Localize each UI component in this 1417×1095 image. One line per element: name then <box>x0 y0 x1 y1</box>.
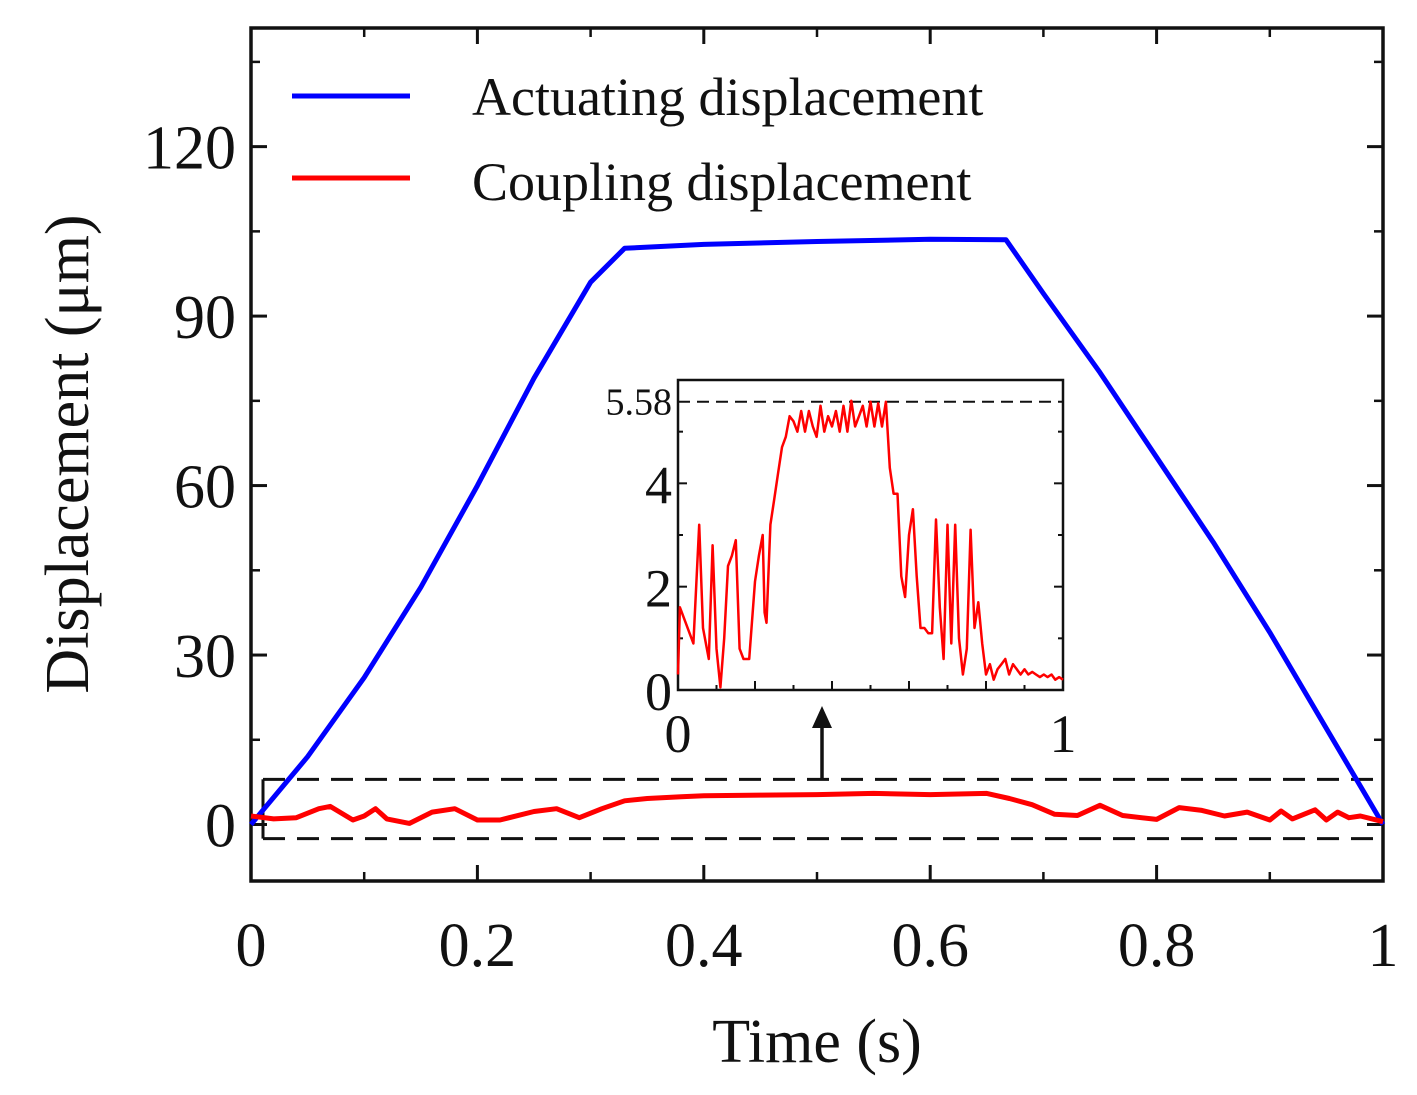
x-tick-label: 0.6 <box>891 912 969 980</box>
x-tick-label: 0.8 <box>1118 912 1196 980</box>
y-tick-label: 90 <box>174 284 236 352</box>
inset-frame <box>676 378 1065 692</box>
zoom-arrow-head <box>812 706 832 728</box>
x-tick-label: 0 <box>236 912 267 980</box>
y-axis-title: Displacement (μm) <box>34 214 102 693</box>
inset-x-tick-label: 1 <box>1050 704 1077 764</box>
series-coupling-displacement-line <box>250 790 1384 826</box>
series-actuating-displacement-line <box>249 236 1386 827</box>
y-tick-label: 0 <box>205 793 236 861</box>
x-axis-ticks: 0 0.2 0.4 0.6 0.8 1 <box>236 28 1399 980</box>
inset-y-tick-label: 4 <box>645 455 672 515</box>
inset-y-tick-label: 0 <box>645 662 672 722</box>
inset-x-tick-label: 0 <box>665 704 692 764</box>
inset-coupling-displacement-line <box>676 399 1064 689</box>
legend-label-coupling: Coupling displacement <box>472 152 971 212</box>
inset-y-tick-label: 2 <box>645 559 672 619</box>
y-tick-label: 60 <box>174 454 236 522</box>
x-tick-label: 1 <box>1368 912 1399 980</box>
legend: Actuating displacement Coupling displace… <box>292 67 983 212</box>
inset-y-axis-ticks: 0 2 4 <box>645 430 1063 722</box>
y-tick-label: 30 <box>174 623 236 691</box>
x-axis-title: Time (s) <box>712 1008 922 1076</box>
inset-peak-label: 5.58 <box>606 382 673 424</box>
x-tick-label: 0.2 <box>439 912 517 980</box>
y-tick-label: 120 <box>143 115 236 183</box>
legend-label-actuating: Actuating displacement <box>472 67 983 127</box>
x-tick-label: 0.4 <box>665 912 743 980</box>
